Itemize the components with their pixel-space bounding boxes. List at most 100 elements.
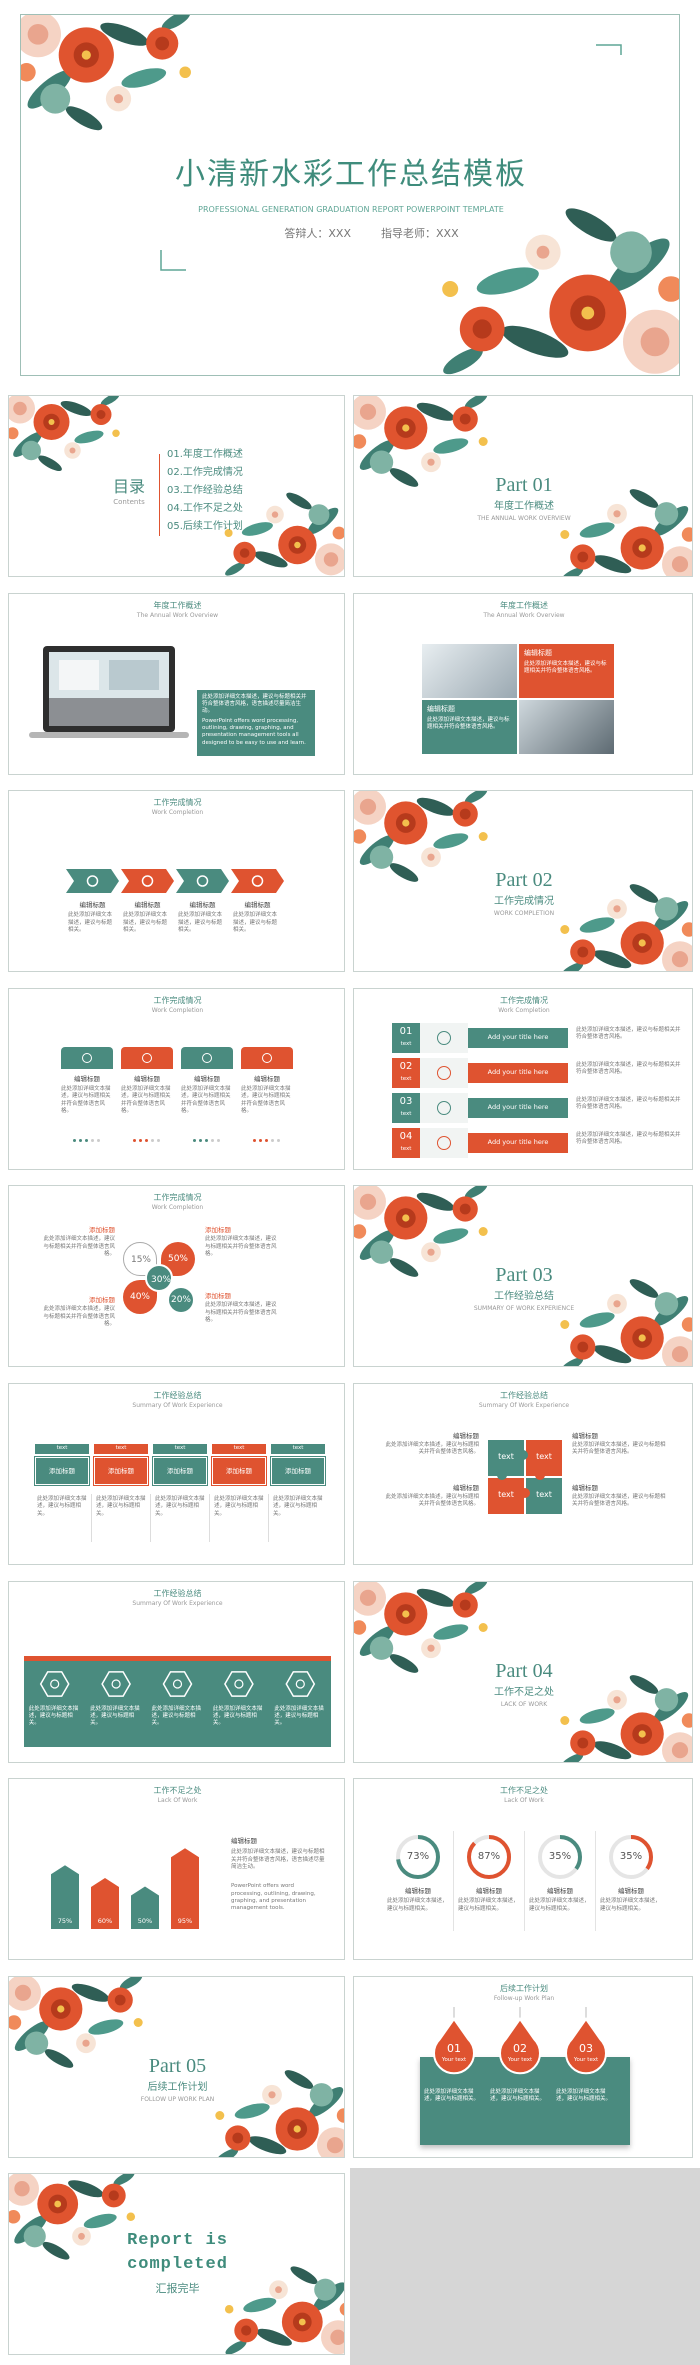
dot: [217, 1138, 220, 1142]
slide-header: 后续工作计划: [500, 1983, 548, 1993]
item-title: Add your title here: [487, 1032, 549, 1041]
slide-subheader: Work Completion: [498, 1006, 550, 1014]
part-title: 年度工作概述: [494, 501, 554, 512]
ring-arc: [538, 1835, 582, 1880]
part-subtitle: LACK OF WORK: [500, 1700, 548, 1708]
slide-subheader: Summary Of Work Experience: [478, 1402, 570, 1409]
petal-label: 40%: [129, 1292, 150, 1303]
bar: [51, 1865, 79, 1930]
completion-slide: 工作完成情况 Work Completion 编辑标题 此处添加详细文本描述，建议与标…: [8, 790, 345, 973]
column-text: 此处添加详细文本描述，建议与标题相关。: [214, 1496, 264, 1517]
item-title: 编辑标题: [79, 901, 106, 910]
dot: [91, 1138, 94, 1142]
slide-header: 工作不足之处: [153, 1786, 202, 1796]
icon: [234, 1678, 244, 1689]
ending-title: completed: [127, 2255, 228, 2275]
paragraph: 此处添加详细文本描述，建议与标题相关并符合整体语言风格，语言描述尽量简洁生动。: [202, 693, 307, 715]
item-text: 此处添加详细文本描述，建议与标题相关并符合整体语言风格。: [572, 1442, 666, 1456]
dot: [97, 1138, 100, 1142]
dot: [271, 1138, 274, 1142]
column-tag: text: [292, 1445, 304, 1451]
puzzle-piece: text: [488, 1478, 524, 1514]
divider: [159, 454, 160, 536]
drop-number: 03: [579, 2041, 593, 2055]
item-text: 此处添加详细文本描述，建议与标题相关并符合整体语言风格。: [576, 1061, 681, 1076]
paragraph: PowerPoint offers word processing, outli…: [231, 1883, 316, 1912]
tag-strip: text: [35, 1444, 89, 1454]
dot: [211, 1138, 214, 1142]
paragraph: 此处添加详细文本描述，建议与标题相关并符合整体语言风格，语言描述尽量简洁生动。: [231, 1849, 325, 1871]
dot: [151, 1138, 154, 1142]
petal-label: 30%: [150, 1275, 171, 1286]
hexagon: [285, 1670, 316, 1697]
part-label: Part 01: [495, 474, 553, 496]
petal: 50%: [161, 1242, 195, 1277]
box-title: 编辑标题: [427, 704, 455, 713]
slide-subheader: Work Completion: [151, 809, 204, 817]
ring-arc: [396, 1835, 440, 1880]
puzzle-knob: [518, 1450, 528, 1460]
dot: [199, 1138, 202, 1142]
part-subtitle: SUMMARY OF WORK EXPERIENCE: [473, 1305, 575, 1313]
cover-advisor: 指导老师：XXX: [381, 227, 459, 240]
slide-subheader: Summary Of Work Experience: [132, 1599, 223, 1607]
part-label: Part 03: [495, 1264, 553, 1287]
part-title: 工作完成情况: [494, 896, 554, 908]
bar-chart: [51, 1848, 199, 1930]
item-number: 04: [399, 1130, 413, 1142]
experience-slide: 工作经验总结 Summary Of Work Experience 此处添加详细文本…: [8, 1580, 345, 1763]
item-title: Add your title here: [487, 1067, 549, 1076]
dot: [85, 1138, 88, 1142]
item-tag: text: [400, 1075, 412, 1082]
title-band: Add your title here: [468, 1132, 568, 1153]
dot: [73, 1138, 76, 1142]
flower-cluster: [9, 396, 121, 474]
item-number: 01: [399, 1025, 413, 1037]
part-subtitle: THE ANNUAL WORK OVERVIEW: [477, 515, 571, 522]
card-icon: [82, 1052, 92, 1063]
column-tag: text: [233, 1445, 245, 1451]
ring-label: 73%: [406, 1851, 430, 1863]
separator: [524, 1831, 525, 1932]
lack-slide: 工作不足之处 Lack Of Work 75% 60% 50% 95% 编辑标题 此处添加详细…: [8, 1778, 345, 1961]
bracket: [160, 250, 186, 271]
column-text: 此处添加详细文本描述，建议与标题相关。: [37, 1496, 87, 1517]
slide-header: 工作完成情况: [500, 995, 548, 1005]
slide-subheader: Lack Of Work: [504, 1797, 544, 1805]
title-box: 添加标题: [270, 1456, 326, 1486]
item-text: 此处添加详细文本描述，建议与标题相关并符合整体语言风格。: [205, 1302, 277, 1324]
drop: [499, 2017, 541, 2075]
item-tag: text: [400, 1110, 412, 1117]
slide-subheader: The Annual Work Overview: [136, 611, 219, 619]
dot: [79, 1138, 82, 1142]
completion-slide: 工作完成情况 Work Completion 01 text Add your titl…: [353, 987, 693, 1170]
item-text: 此处添加详细文本描述，建议与标题相关。: [387, 1898, 448, 1912]
puzzle-piece: text: [526, 1440, 562, 1476]
bar-label: 50%: [137, 1917, 153, 1926]
slide-header: 工作经验总结: [153, 1588, 202, 1598]
slide-header: 年度工作概述: [500, 600, 548, 610]
bar-label: 75%: [57, 1917, 73, 1926]
title-band: Add your title here: [468, 1097, 568, 1118]
hexagon: [162, 1670, 193, 1697]
photo-detail: [109, 659, 159, 690]
item-text: 此处添加详细文本描述，建议与标题相关并符合整体语言风格。: [205, 1236, 277, 1258]
item-text: 此处添加详细文本描述，建议与标题相关并符合整体语言风格。: [61, 1085, 111, 1115]
item-text: 此处添加详细文本描述，建议与标题相关并符合整体语言风格。: [572, 1494, 666, 1508]
part-slide: Part 02 工作完成情况 WORK COMPLETION: [353, 790, 693, 973]
item-text: 此处添加详细文本描述，建议与标题相关并符合整体语言风格。: [576, 1096, 681, 1111]
title-band: Add your title here: [468, 1062, 568, 1083]
icon: [437, 1030, 451, 1045]
toc-item: 04.工作不足之处: [167, 503, 243, 514]
title-band: Add your title here: [468, 1027, 568, 1048]
part-label: Part 04: [495, 1659, 553, 1682]
part-slide: Part 03 工作经验总结 SUMMARY OF WORK EXPERIENCE: [353, 1185, 693, 1368]
chevrons: [66, 869, 284, 894]
slide-subheader: Work Completion: [151, 1204, 204, 1212]
cover-presenter: 答辩人：XXX: [284, 227, 351, 240]
icon: [437, 1100, 451, 1115]
item-title: 编辑标题: [189, 901, 216, 910]
item-title: 编辑标题: [572, 1484, 598, 1492]
dot: [157, 1138, 160, 1142]
